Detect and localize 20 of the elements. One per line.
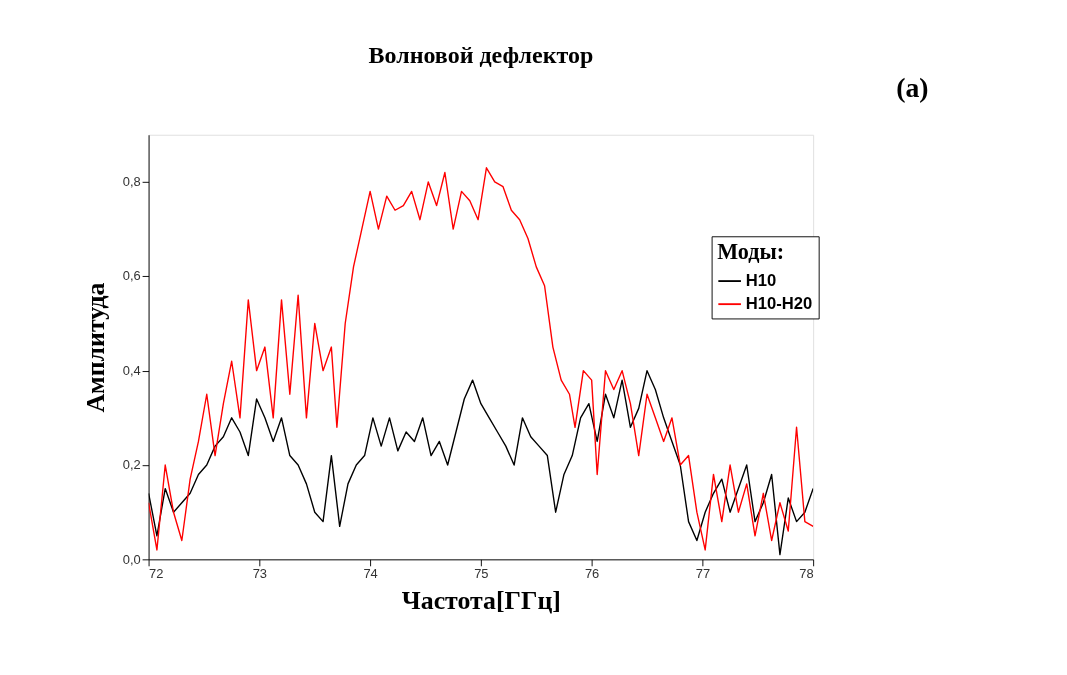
chart-title: Волновой дефлектор <box>368 41 594 68</box>
y-axis-title: Амплитуда <box>81 282 111 413</box>
legend-label: H10 <box>745 270 777 290</box>
x-tick-label: 76 <box>584 566 600 582</box>
x-tick-label: 73 <box>252 566 268 582</box>
legend-title: Моды: <box>717 239 785 265</box>
y-tick-label: 0,2 <box>122 457 141 473</box>
y-tick-label: 0,6 <box>122 268 141 284</box>
x-tick-label: 77 <box>695 566 711 582</box>
legend-label: H10-H20 <box>745 293 813 313</box>
x-tick-label: 75 <box>474 566 489 582</box>
y-tick-label: 0,8 <box>122 174 141 190</box>
y-tick-label: 0,0 <box>122 551 141 567</box>
x-tick-label: 74 <box>363 566 378 582</box>
x-tick-label: 72 <box>149 566 164 582</box>
line-series <box>148 167 814 551</box>
x-axis-title: Частота[ГГц] <box>401 585 561 615</box>
text: (a) <box>896 71 929 103</box>
x-tick-label: 78 <box>799 566 814 582</box>
y-tick-label: 0,4 <box>122 362 141 378</box>
